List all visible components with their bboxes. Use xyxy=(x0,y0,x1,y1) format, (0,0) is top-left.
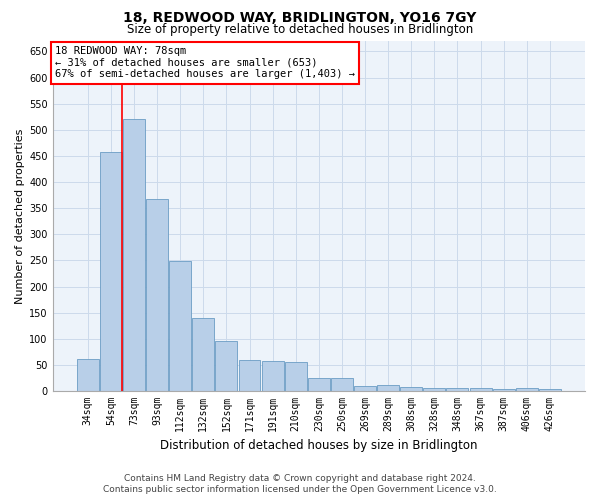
Bar xyxy=(77,358,99,391)
Bar xyxy=(262,362,284,391)
Bar xyxy=(169,262,191,391)
Bar xyxy=(123,120,145,391)
Bar xyxy=(285,362,307,391)
Bar xyxy=(239,360,260,391)
Bar xyxy=(539,390,561,391)
Bar xyxy=(516,388,538,391)
Bar xyxy=(146,199,168,391)
X-axis label: Distribution of detached houses by size in Bridlington: Distribution of detached houses by size … xyxy=(160,440,478,452)
Y-axis label: Number of detached properties: Number of detached properties xyxy=(15,128,25,304)
Bar xyxy=(193,318,214,391)
Bar xyxy=(493,390,515,391)
Bar xyxy=(354,386,376,391)
Bar xyxy=(215,342,238,391)
Bar xyxy=(470,388,491,391)
Bar xyxy=(446,388,469,391)
Bar xyxy=(400,387,422,391)
Bar xyxy=(331,378,353,391)
Text: 18 REDWOOD WAY: 78sqm
← 31% of detached houses are smaller (653)
67% of semi-det: 18 REDWOOD WAY: 78sqm ← 31% of detached … xyxy=(55,46,355,80)
Text: 18, REDWOOD WAY, BRIDLINGTON, YO16 7GY: 18, REDWOOD WAY, BRIDLINGTON, YO16 7GY xyxy=(124,11,476,25)
Bar xyxy=(377,385,399,391)
Text: Size of property relative to detached houses in Bridlington: Size of property relative to detached ho… xyxy=(127,22,473,36)
Text: Contains HM Land Registry data © Crown copyright and database right 2024.
Contai: Contains HM Land Registry data © Crown c… xyxy=(103,474,497,494)
Bar xyxy=(308,378,330,391)
Bar xyxy=(100,152,122,391)
Bar xyxy=(424,388,445,391)
